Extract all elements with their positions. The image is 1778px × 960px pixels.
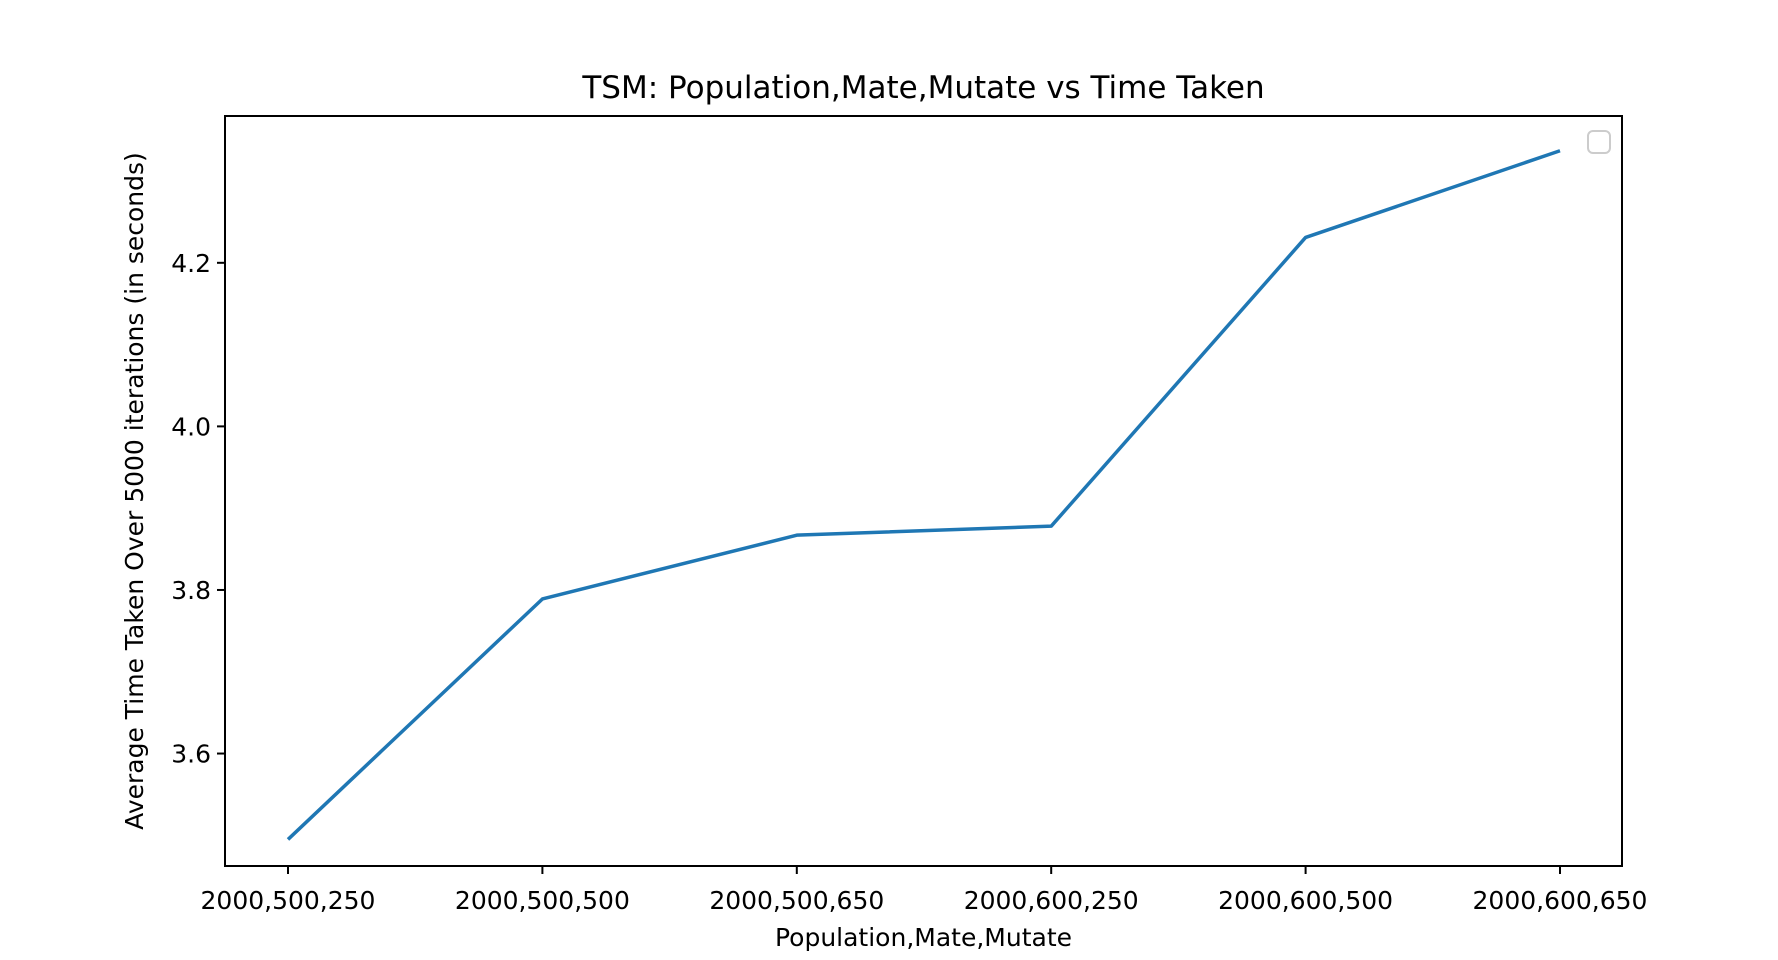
x-tick-label: 2000,500,250 [201,886,376,915]
y-tick-label: 4.0 [171,412,211,441]
x-axis-label: Population,Mate,Mutate [775,923,1072,952]
series-layer [286,149,1561,841]
y-axis-ticks: 3.6 3.8 4.0 4.2 [171,249,225,769]
chart-title: TSM: Population,Mate,Mutate vs Time Take… [581,70,1264,106]
legend-box [1587,130,1611,154]
y-tick-label: 3.8 [171,576,211,605]
plot-area-frame [224,115,1623,867]
x-tick-label: 2000,600,650 [1473,886,1648,915]
x-axis-ticks: 2000,500,250 2000,500,500 2000,500,650 2000… [201,866,1648,915]
x-tick-label: 2000,600,500 [1218,886,1393,915]
x-tick-label: 2000,500,500 [455,886,630,915]
x-tick-label: 2000,600,250 [964,886,1139,915]
series-line [286,149,1561,841]
y-axis-label: Average Time Taken Over 5000 iterations … [120,152,149,830]
x-tick-label: 2000,500,650 [709,886,884,915]
y-tick-label: 3.6 [171,740,211,769]
y-tick-label: 4.2 [171,249,211,278]
